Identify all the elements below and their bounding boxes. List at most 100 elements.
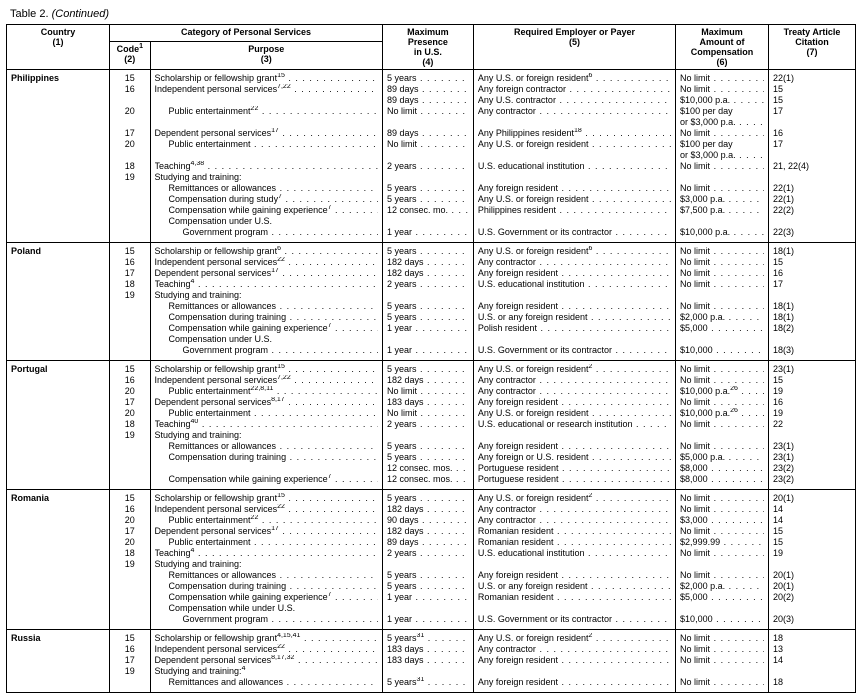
presence-cell: 5 years (382, 194, 473, 205)
purpose-cell: Dependent personal services8,17,32 (150, 655, 382, 666)
presence-cell: 5 years (382, 581, 473, 592)
purpose-cell: Teaching40 (150, 419, 382, 430)
code-cell (110, 474, 150, 490)
purpose-cell: Compensation while under U.S. (150, 603, 382, 614)
employer-cell: U.S. educational institution (473, 161, 675, 172)
purpose-cell: Compensation during training (150, 452, 382, 463)
presence-cell: 5 years31 (382, 630, 473, 645)
cite-cell: 23(1) (769, 361, 856, 376)
cite-cell: 22(3) (769, 227, 856, 243)
comp-cell: No limit (676, 397, 769, 408)
employer-cell: Any U.S. or foreign resident (473, 139, 675, 161)
cite-cell: 17 (769, 139, 856, 161)
code-cell: 16 (110, 375, 150, 386)
employer-cell: U.S. or any foreign resident (473, 312, 675, 323)
table-row: 89 daysAny U.S. contractor$10,000 p.a.15 (7, 95, 856, 106)
employer-cell (473, 172, 675, 183)
employer-cell: Any U.S. or foreign resident2 (473, 361, 675, 376)
employer-cell: Any foreign resident (473, 397, 675, 408)
hdr-comp: Maximum Amount of Compensation(6) (676, 25, 769, 70)
presence-cell (382, 290, 473, 301)
cite-cell: 22 (769, 419, 856, 430)
purpose-cell: Scholarship or fellowship grant4,15,41 (150, 630, 382, 645)
table-row: 16Independent personal services22182 day… (7, 504, 856, 515)
code-cell (110, 216, 150, 227)
table-row: Compensation during training5 yearsU.S. … (7, 581, 856, 592)
presence-cell: 183 days (382, 655, 473, 666)
presence-cell: 5 years (382, 452, 473, 463)
employer-cell: U.S. Government or its contractor (473, 345, 675, 361)
presence-cell: 5 years (382, 312, 473, 323)
purpose-cell: Public entertainment22 (150, 106, 382, 128)
code-cell: 15 (110, 243, 150, 258)
employer-cell: Any foreign contractor (473, 84, 675, 95)
comp-cell (676, 216, 769, 227)
purpose-cell: Compensation under U.S. (150, 216, 382, 227)
cite-cell (769, 216, 856, 227)
table-row: 12 consec. mos.Portuguese resident$8,000… (7, 463, 856, 474)
table-row: 17Dependent personal services17182 daysR… (7, 526, 856, 537)
employer-cell: U.S. Government or its contractor (473, 227, 675, 243)
presence-cell: 183 days (382, 397, 473, 408)
comp-cell: No limit (676, 630, 769, 645)
employer-cell: Portuguese resident (473, 474, 675, 490)
presence-cell: 1 year (382, 592, 473, 603)
purpose-cell: Public entertainment22,8,11 (150, 386, 382, 397)
employer-cell: Any Philippines resident18 (473, 128, 675, 139)
cite-cell: 23(1) (769, 452, 856, 463)
code-cell: 20 (110, 408, 150, 419)
presence-cell (382, 216, 473, 227)
presence-cell: 89 days (382, 537, 473, 548)
presence-cell: 5 years (382, 441, 473, 452)
table-row: Remittances or allowances5 yearsAny fore… (7, 441, 856, 452)
table-row: Portugal15Scholarship or fellowship gran… (7, 361, 856, 376)
employer-cell (473, 216, 675, 227)
employer-cell: Any U.S. or foreign resident (473, 194, 675, 205)
presence-cell: 2 years (382, 548, 473, 559)
hdr-category: Category of Personal Services (110, 25, 383, 42)
code-cell (110, 463, 150, 474)
comp-cell: $5,000 (676, 592, 769, 603)
code-cell (110, 301, 150, 312)
presence-cell: 5 years (382, 490, 473, 505)
table-row: 20Public entertainment22,8,11No limitAny… (7, 386, 856, 397)
cite-cell: 15 (769, 537, 856, 548)
comp-cell (676, 430, 769, 441)
purpose-cell: Dependent personal services8,17 (150, 397, 382, 408)
presence-cell: 1 year (382, 345, 473, 361)
code-cell (110, 614, 150, 630)
comp-cell: $2,000 p.a. (676, 581, 769, 592)
employer-cell (473, 334, 675, 345)
table-row: Compensation while gaining experience71 … (7, 592, 856, 603)
presence-cell: No limit (382, 139, 473, 161)
cite-cell: 18(1) (769, 301, 856, 312)
employer-cell: Any contractor (473, 106, 675, 128)
code-cell: 17 (110, 655, 150, 666)
table-row: Romania15Scholarship or fellowship grant… (7, 490, 856, 505)
cite-cell: 22(1) (769, 183, 856, 194)
purpose-cell: Dependent personal services17 (150, 268, 382, 279)
presence-cell: 2 years (382, 161, 473, 172)
purpose-cell: Independent personal services22 (150, 644, 382, 655)
comp-cell: No limit (676, 504, 769, 515)
presence-cell: 89 days (382, 95, 473, 106)
purpose-cell: Remittances and allowances (150, 677, 382, 693)
cite-cell: 18 (769, 630, 856, 645)
cite-cell: 21, 22(4) (769, 161, 856, 172)
cite-cell: 20(2) (769, 592, 856, 603)
table-row: 19Studying and training:4 (7, 666, 856, 677)
code-cell: 17 (110, 397, 150, 408)
code-cell: 15 (110, 70, 150, 85)
employer-cell: Philippines resident (473, 205, 675, 216)
presence-cell: 89 days (382, 128, 473, 139)
employer-cell: Romanian resident (473, 592, 675, 603)
table-row: 19Studying and training: (7, 290, 856, 301)
comp-cell: $2,999.99 (676, 537, 769, 548)
code-cell: 19 (110, 430, 150, 441)
cite-cell: 22(1) (769, 194, 856, 205)
table-row: 16Independent personal services7,2289 da… (7, 84, 856, 95)
cite-cell: 18 (769, 677, 856, 693)
purpose-cell: Compensation while gaining experience7 (150, 205, 382, 216)
employer-cell: Any U.S. or foreign resident6 (473, 70, 675, 85)
employer-cell (473, 559, 675, 570)
